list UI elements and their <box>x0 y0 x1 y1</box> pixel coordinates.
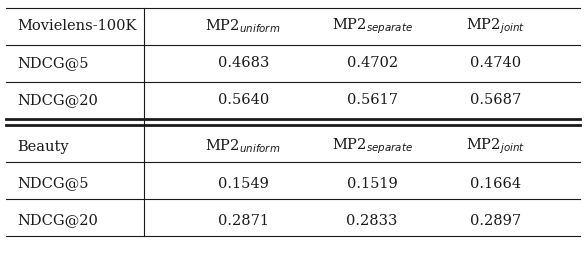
Text: 0.4683: 0.4683 <box>217 56 269 70</box>
Text: 0.5617: 0.5617 <box>346 93 398 107</box>
Text: 0.5687: 0.5687 <box>469 93 521 107</box>
Text: MP2$_{\mathit{separate}}$: MP2$_{\mathit{separate}}$ <box>332 137 413 156</box>
Text: 0.4702: 0.4702 <box>346 56 398 70</box>
Text: 0.1664: 0.1664 <box>469 177 521 190</box>
Text: 0.2871: 0.2871 <box>217 214 269 228</box>
Text: 0.5640: 0.5640 <box>217 93 269 107</box>
Text: MP2$_{\mathit{joint}}$: MP2$_{\mathit{joint}}$ <box>466 16 524 36</box>
Text: 0.1519: 0.1519 <box>347 177 397 190</box>
Text: NDCG@5: NDCG@5 <box>18 56 89 70</box>
Text: NDCG@20: NDCG@20 <box>18 93 98 107</box>
Text: NDCG@20: NDCG@20 <box>18 214 98 228</box>
Text: Beauty: Beauty <box>18 140 69 154</box>
Text: 0.2833: 0.2833 <box>346 214 398 228</box>
Text: MP2$_{\mathit{uniform}}$: MP2$_{\mathit{uniform}}$ <box>206 17 281 35</box>
Text: 0.4740: 0.4740 <box>469 56 521 70</box>
Text: MP2$_{\mathit{uniform}}$: MP2$_{\mathit{uniform}}$ <box>206 138 281 155</box>
Text: MP2$_{\mathit{separate}}$: MP2$_{\mathit{separate}}$ <box>332 16 413 36</box>
Text: 0.2897: 0.2897 <box>469 214 521 228</box>
Text: NDCG@5: NDCG@5 <box>18 177 89 190</box>
Text: MP2$_{\mathit{joint}}$: MP2$_{\mathit{joint}}$ <box>466 137 524 156</box>
Text: 0.1549: 0.1549 <box>218 177 268 190</box>
Text: Movielens-100K: Movielens-100K <box>18 19 137 33</box>
